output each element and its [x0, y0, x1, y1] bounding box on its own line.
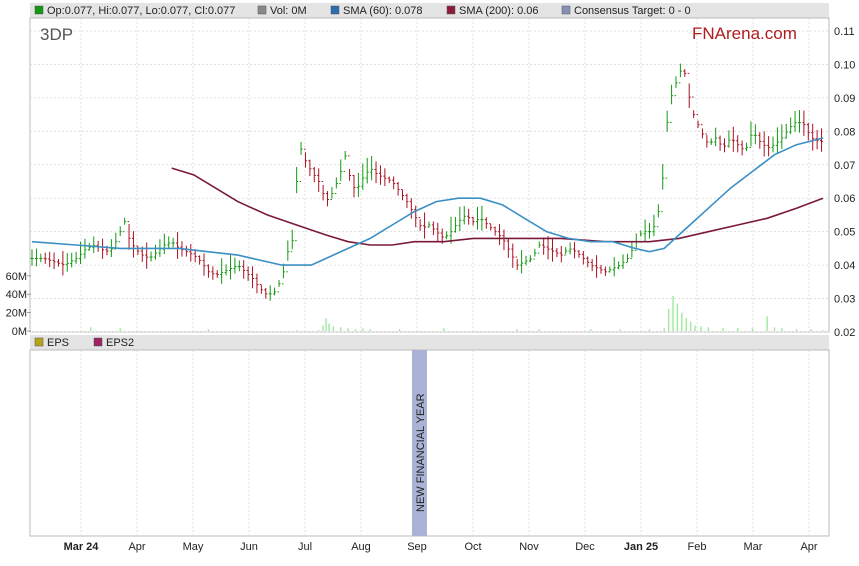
price-tick-label: 0.09: [834, 93, 855, 105]
legend-vol-label: Vol: 0M: [270, 5, 307, 17]
date-tick-label: Feb: [688, 541, 707, 553]
legend-consensus-label: Consensus Target: 0 - 0: [574, 5, 691, 17]
volume-tick-label: 40M: [6, 289, 27, 301]
legend-eps2: EPS2: [93, 337, 134, 349]
price-tick-label: 0.05: [834, 227, 855, 239]
volume-bars: [90, 296, 824, 331]
upper-grid: [30, 18, 829, 333]
price-series: [30, 63, 824, 301]
date-tick-label: Apr: [800, 541, 817, 553]
legend-sma60: SMA (60): 0.078: [330, 5, 423, 17]
lower-grid: [80, 350, 810, 536]
eps2-swatch: [93, 337, 103, 347]
date-tick-label: Aug: [351, 541, 371, 553]
eps-swatch: [34, 337, 44, 347]
volume-tick-label: 20M: [6, 308, 27, 320]
price-tick-label: 0.04: [834, 260, 855, 272]
date-tick-label: Nov: [519, 541, 539, 553]
price-tick-label: 0.08: [834, 126, 855, 138]
sma60-swatch: [330, 5, 340, 15]
lower-legend-bar: [30, 335, 829, 350]
consensus-swatch: [561, 5, 571, 15]
date-axis: Mar 24 Apr May Jun Jul Aug Sep Oct Nov Dec Jan 25 F…: [64, 541, 818, 553]
legend-eps2-label: EPS2: [106, 337, 134, 349]
brand-logo: FNArena.com: [692, 24, 797, 43]
legend-eps-label: EPS: [47, 337, 69, 349]
date-tick-label: Jul: [298, 541, 312, 553]
date-tick-label: Mar: [744, 541, 763, 553]
legend-bar: [30, 3, 829, 18]
date-tick-label: Jan 25: [624, 541, 658, 553]
volume-axis: 0M 20M 40M 60M: [6, 271, 31, 338]
legend-vol: Vol: 0M: [257, 5, 307, 17]
date-tick-label: Sep: [407, 541, 427, 553]
date-tick-label: Mar 24: [64, 541, 100, 553]
legend-sma200: SMA (200): 0.06: [446, 5, 539, 17]
date-tick-label: Apr: [128, 541, 145, 553]
sma200-swatch: [446, 5, 456, 15]
sma200-line: [171, 167, 824, 246]
volume-tick-label: 0M: [12, 326, 27, 338]
date-tick-label: May: [183, 541, 204, 553]
new-financial-year-label: NEW FINANCIAL YEAR: [415, 393, 427, 512]
price-tick-label: 0.07: [834, 160, 855, 172]
legend-eps: EPS: [34, 337, 69, 349]
ticker-label: 3DP: [40, 25, 73, 44]
new-financial-year-band: [412, 350, 427, 536]
lower-plot-frame: [29, 349, 830, 537]
price-tick-label: 0.03: [834, 294, 855, 306]
legend-sma60-label: SMA (60): 0.078: [343, 5, 423, 17]
date-tick-label: Oct: [464, 541, 481, 553]
ohlc-swatch: [34, 5, 44, 15]
price-tick-label: 0.02: [834, 327, 855, 339]
sma60-line: [31, 137, 824, 266]
legend-ohlc-label: Op:0.077, Hi:0.077, Lo:0.077, Cl:0.077: [47, 5, 235, 17]
vol-swatch: [257, 5, 267, 15]
legend-ohlc: Op:0.077, Hi:0.077, Lo:0.077, Cl:0.077: [34, 5, 235, 17]
volume-tick-label: 60M: [6, 271, 27, 283]
price-axis: 0.02 0.03 0.04 0.05 0.06 0.07 0.08 0.09 0.10 0.11: [834, 26, 855, 339]
legend-consensus: Consensus Target: 0 - 0: [561, 5, 691, 17]
price-tick-label: 0.06: [834, 193, 855, 205]
price-tick-label: 0.11: [834, 26, 855, 38]
upper-plot-frame: [29, 17, 830, 333]
price-tick-label: 0.10: [834, 59, 855, 71]
date-tick-label: Jun: [240, 541, 258, 553]
legend-sma200-label: SMA (200): 0.06: [459, 5, 539, 17]
date-tick-label: Dec: [575, 541, 595, 553]
